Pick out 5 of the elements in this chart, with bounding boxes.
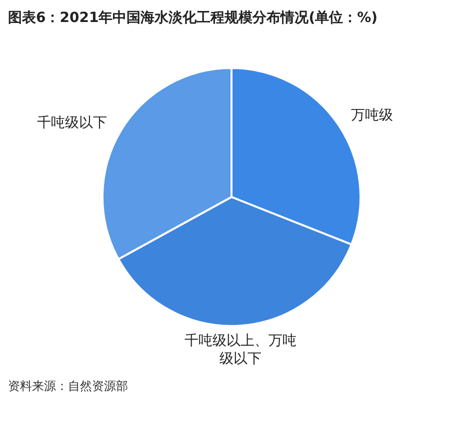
slice-label: 千吨级以上、万吨级以下 [184, 332, 297, 367]
chart-title: 图表6：2021年中国海水淡化工程规模分布情况(单位：%) [8, 9, 379, 28]
slice-label: 千吨级以下 [37, 115, 108, 132]
slice-label: 万吨级 [350, 107, 393, 124]
text: 资料来源：自然资源部 [8, 378, 129, 395]
